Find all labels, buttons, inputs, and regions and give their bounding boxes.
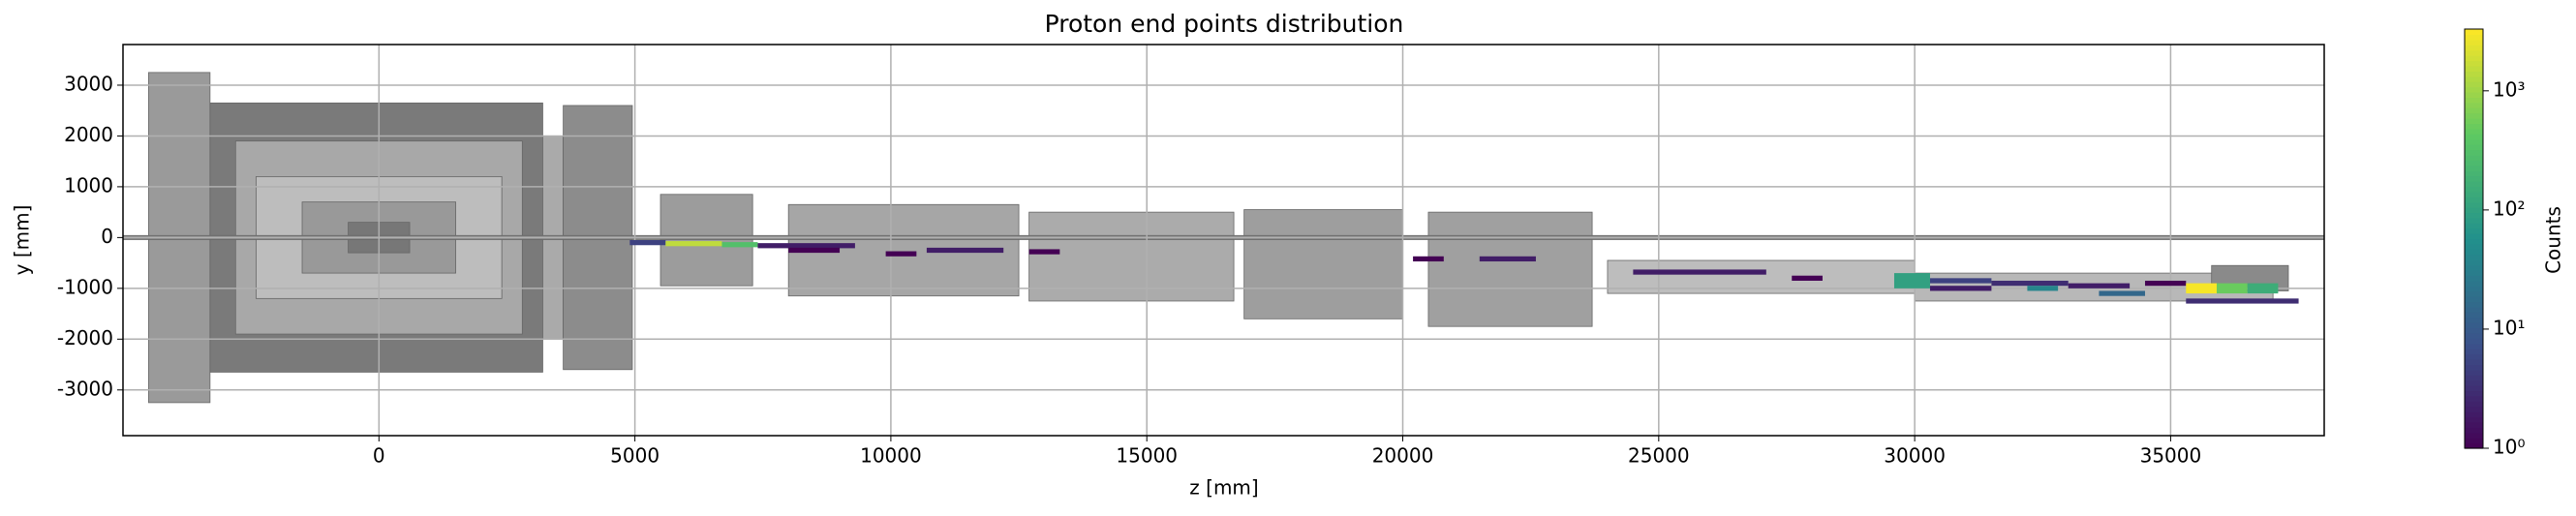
heatmap-cell — [1929, 286, 1992, 291]
heatmap-cell — [1413, 256, 1444, 262]
x-axis-label: z [mm] — [1189, 476, 1258, 500]
plot-frame — [122, 44, 2325, 437]
x-tick-label: 35000 — [2140, 444, 2202, 468]
x-tick-label: 15000 — [1116, 444, 1178, 468]
x-tick-label: 10000 — [860, 444, 922, 468]
heatmap-cell — [665, 241, 722, 247]
x-tick-label: 5000 — [610, 444, 659, 468]
heatmap-cell — [2099, 290, 2145, 296]
heatmap-cell — [1893, 273, 1930, 288]
heatmap-cell — [2068, 283, 2131, 288]
colorbar-tick-label: 10² — [2493, 197, 2525, 220]
heatmap-cell — [721, 242, 758, 248]
heatmap-cell — [788, 247, 841, 254]
y-tick-label: 1000 — [64, 173, 113, 197]
heatmap-cell — [1929, 278, 1992, 284]
chart-title: Proton end points distribution — [1045, 10, 1404, 38]
heatmap-cell — [885, 251, 917, 257]
y-tick-label: 3000 — [64, 72, 113, 95]
y-tick-label: -3000 — [57, 377, 113, 400]
y-tick-label: 0 — [101, 225, 113, 248]
x-tick-label: 25000 — [1628, 444, 1690, 468]
heatmap-cell — [2144, 280, 2187, 287]
x-tick-label: 0 — [373, 444, 385, 468]
heatmap-cell — [1991, 280, 2069, 287]
heatmap-cell — [757, 243, 855, 249]
colorbar-tick-label: 10¹ — [2493, 316, 2525, 339]
x-tick-label: 20000 — [1372, 444, 1434, 468]
heatmap-cell — [1792, 275, 1823, 281]
heatmap-cell — [926, 247, 1004, 254]
y-tick-label: -2000 — [57, 326, 113, 349]
y-axis-label: y [mm] — [11, 205, 34, 276]
heatmap-cell — [629, 240, 666, 246]
x-tick-label: 30000 — [1884, 444, 1946, 468]
heatmap — [629, 240, 2299, 304]
heatmap-cell — [2247, 283, 2279, 294]
y-tick-label: 2000 — [64, 123, 113, 146]
heatmap-cell — [2186, 298, 2299, 304]
colorbar-tick-label: 10⁰ — [2493, 436, 2525, 459]
heatmap-cell — [1028, 249, 1060, 255]
heatmap-cell — [1479, 256, 1536, 262]
colorbar-frame — [2464, 28, 2484, 449]
heatmap-cell — [2186, 283, 2217, 294]
heatmap-cell — [2027, 286, 2059, 291]
y-tick-label: -1000 — [57, 275, 113, 298]
colorbar-label: Counts — [2542, 206, 2565, 274]
heatmap-cell — [2216, 283, 2248, 294]
grid — [123, 45, 2324, 436]
heatmap-cell — [1633, 269, 1766, 275]
colorbar-tick-label: 10³ — [2493, 77, 2525, 101]
